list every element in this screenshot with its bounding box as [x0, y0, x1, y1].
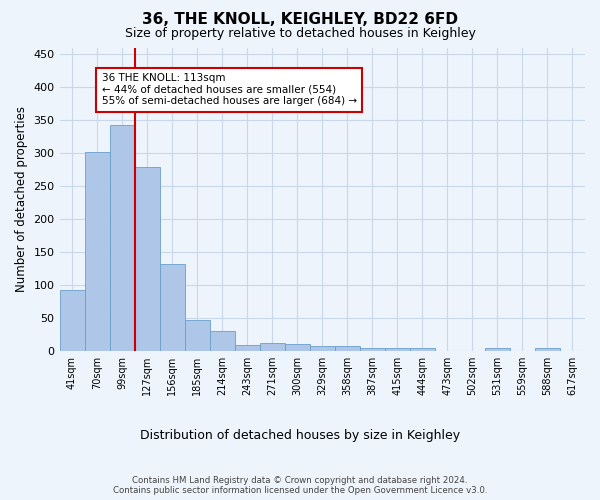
Text: Contains HM Land Registry data © Crown copyright and database right 2024.
Contai: Contains HM Land Registry data © Crown c… [113, 476, 487, 495]
Text: 36 THE KNOLL: 113sqm
← 44% of detached houses are smaller (554)
55% of semi-deta: 36 THE KNOLL: 113sqm ← 44% of detached h… [101, 74, 357, 106]
Bar [410, 348, 435, 351]
Bar [59, 290, 85, 351]
Bar [535, 348, 560, 351]
Bar [260, 343, 285, 351]
Y-axis label: Number of detached properties: Number of detached properties [15, 106, 28, 292]
Bar [185, 320, 209, 351]
Bar [285, 344, 310, 351]
Bar [110, 126, 134, 351]
Bar [335, 346, 360, 351]
Bar [160, 264, 185, 351]
Text: Distribution of detached houses by size in Keighley: Distribution of detached houses by size … [140, 430, 460, 442]
Bar [134, 168, 160, 351]
Bar [360, 348, 385, 351]
Bar [385, 348, 410, 351]
Bar [85, 152, 110, 351]
Bar [485, 348, 510, 351]
Bar [235, 345, 260, 351]
Bar [209, 331, 235, 351]
Text: Size of property relative to detached houses in Keighley: Size of property relative to detached ho… [125, 28, 475, 40]
Text: 36, THE KNOLL, KEIGHLEY, BD22 6FD: 36, THE KNOLL, KEIGHLEY, BD22 6FD [142, 12, 458, 28]
Bar [310, 346, 335, 351]
